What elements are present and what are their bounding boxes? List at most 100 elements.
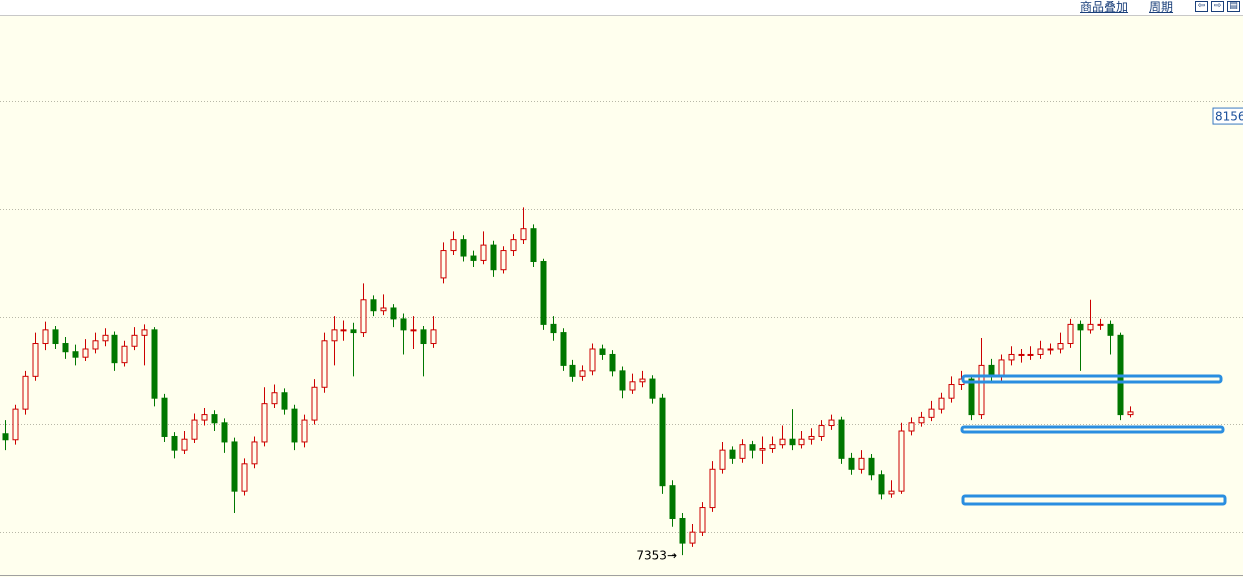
candle-body — [171, 435, 178, 451]
candle-body — [699, 507, 706, 533]
candle-body — [470, 255, 477, 261]
candle-body — [430, 329, 437, 345]
candle-body — [221, 422, 228, 443]
candle-body — [1107, 323, 1114, 336]
candle-body — [739, 444, 746, 459]
scroll-left-icon[interactable]: ⇦ — [1195, 1, 1208, 12]
candle-body — [321, 340, 328, 388]
candle-body — [629, 381, 636, 391]
candle-body — [888, 490, 895, 495]
candle-body — [1037, 348, 1044, 355]
candle-body — [918, 416, 925, 424]
candle-body — [759, 448, 766, 451]
candle-body — [898, 430, 905, 492]
candle-body — [928, 408, 935, 418]
candle-body — [828, 419, 835, 427]
candle-body — [480, 244, 487, 261]
candle-body — [370, 299, 377, 312]
layout-icon[interactable]: ▤ — [1227, 1, 1240, 12]
candle-body — [609, 353, 616, 372]
price-marker-box — [1212, 107, 1243, 125]
candle-body — [92, 340, 99, 350]
candle-body — [82, 348, 89, 358]
candle-body — [550, 323, 557, 334]
candle-body — [201, 414, 208, 421]
candle-body — [908, 422, 915, 432]
highlight-box — [961, 374, 1223, 384]
candle-body — [72, 351, 79, 358]
candle-body — [1057, 343, 1064, 350]
candle-body — [311, 386, 318, 421]
candle-body — [420, 329, 427, 345]
highlights — [960, 374, 1227, 506]
candle-body — [360, 299, 367, 334]
candle-body — [52, 329, 59, 345]
candle-body — [1077, 323, 1084, 331]
candle-body — [679, 517, 686, 544]
candle-body — [709, 468, 716, 509]
candle-body — [331, 329, 338, 342]
candle-body — [440, 250, 447, 279]
candle-body — [669, 485, 676, 519]
candle-body — [400, 318, 407, 331]
candle-body — [1018, 353, 1025, 356]
candle-body — [211, 414, 218, 424]
candle-body — [1127, 411, 1134, 416]
candle-body — [619, 370, 626, 391]
candle-body — [1097, 323, 1104, 326]
candle-body — [540, 261, 547, 325]
candle-body — [1067, 323, 1074, 345]
candle-body — [649, 378, 656, 399]
candle-body — [151, 329, 158, 399]
period-link[interactable]: 周期 — [1149, 0, 1174, 14]
candle-body — [998, 359, 1005, 377]
candle-body — [858, 457, 865, 470]
candle-body — [1047, 348, 1054, 351]
candle-body — [1008, 353, 1015, 361]
candle-body — [131, 334, 138, 347]
candle-body — [818, 425, 825, 437]
candle-body — [769, 444, 776, 450]
candle-body — [281, 392, 288, 410]
overlay-link[interactable]: 商品叠加 — [1080, 0, 1129, 14]
candle-body — [639, 378, 646, 383]
candle-body — [22, 375, 29, 410]
candle-body — [848, 457, 855, 470]
candle-body — [350, 329, 357, 334]
low-marker-label: 7353→ — [636, 549, 677, 563]
candle-body — [599, 348, 606, 355]
candle-body — [838, 419, 845, 459]
candle-body — [948, 384, 955, 399]
candle-body — [520, 228, 527, 241]
candle-body — [2, 433, 9, 441]
candle-body — [410, 329, 417, 332]
candle-body — [291, 408, 298, 443]
candle-body — [1087, 323, 1094, 331]
candle-body — [659, 397, 666, 487]
candle-body — [779, 438, 786, 446]
candle-body — [251, 441, 258, 465]
candle-body — [878, 474, 885, 495]
candle-body — [380, 307, 387, 312]
candle-body — [231, 441, 238, 492]
candle-body — [32, 343, 39, 377]
candle-body — [938, 397, 945, 410]
candle-body — [579, 370, 586, 377]
candle-body — [510, 239, 517, 252]
candle-body — [241, 463, 248, 492]
candle-body — [111, 334, 118, 364]
candle-body — [450, 239, 457, 252]
candle-body — [968, 378, 975, 416]
toolbar: 商品叠加 周期 ⇦ ⇨ ▤ — [0, 0, 1243, 16]
candle-body — [161, 397, 168, 437]
candle-body — [340, 329, 347, 332]
highlight-box — [961, 494, 1227, 506]
price-marker-label: 8156 — [1215, 110, 1243, 124]
candle-body — [689, 531, 696, 544]
candle-body — [560, 332, 567, 366]
scroll-right-icon[interactable]: ⇨ — [1211, 1, 1224, 12]
candle-body — [12, 408, 19, 441]
candle-body — [102, 334, 109, 342]
candle-body — [121, 345, 128, 364]
